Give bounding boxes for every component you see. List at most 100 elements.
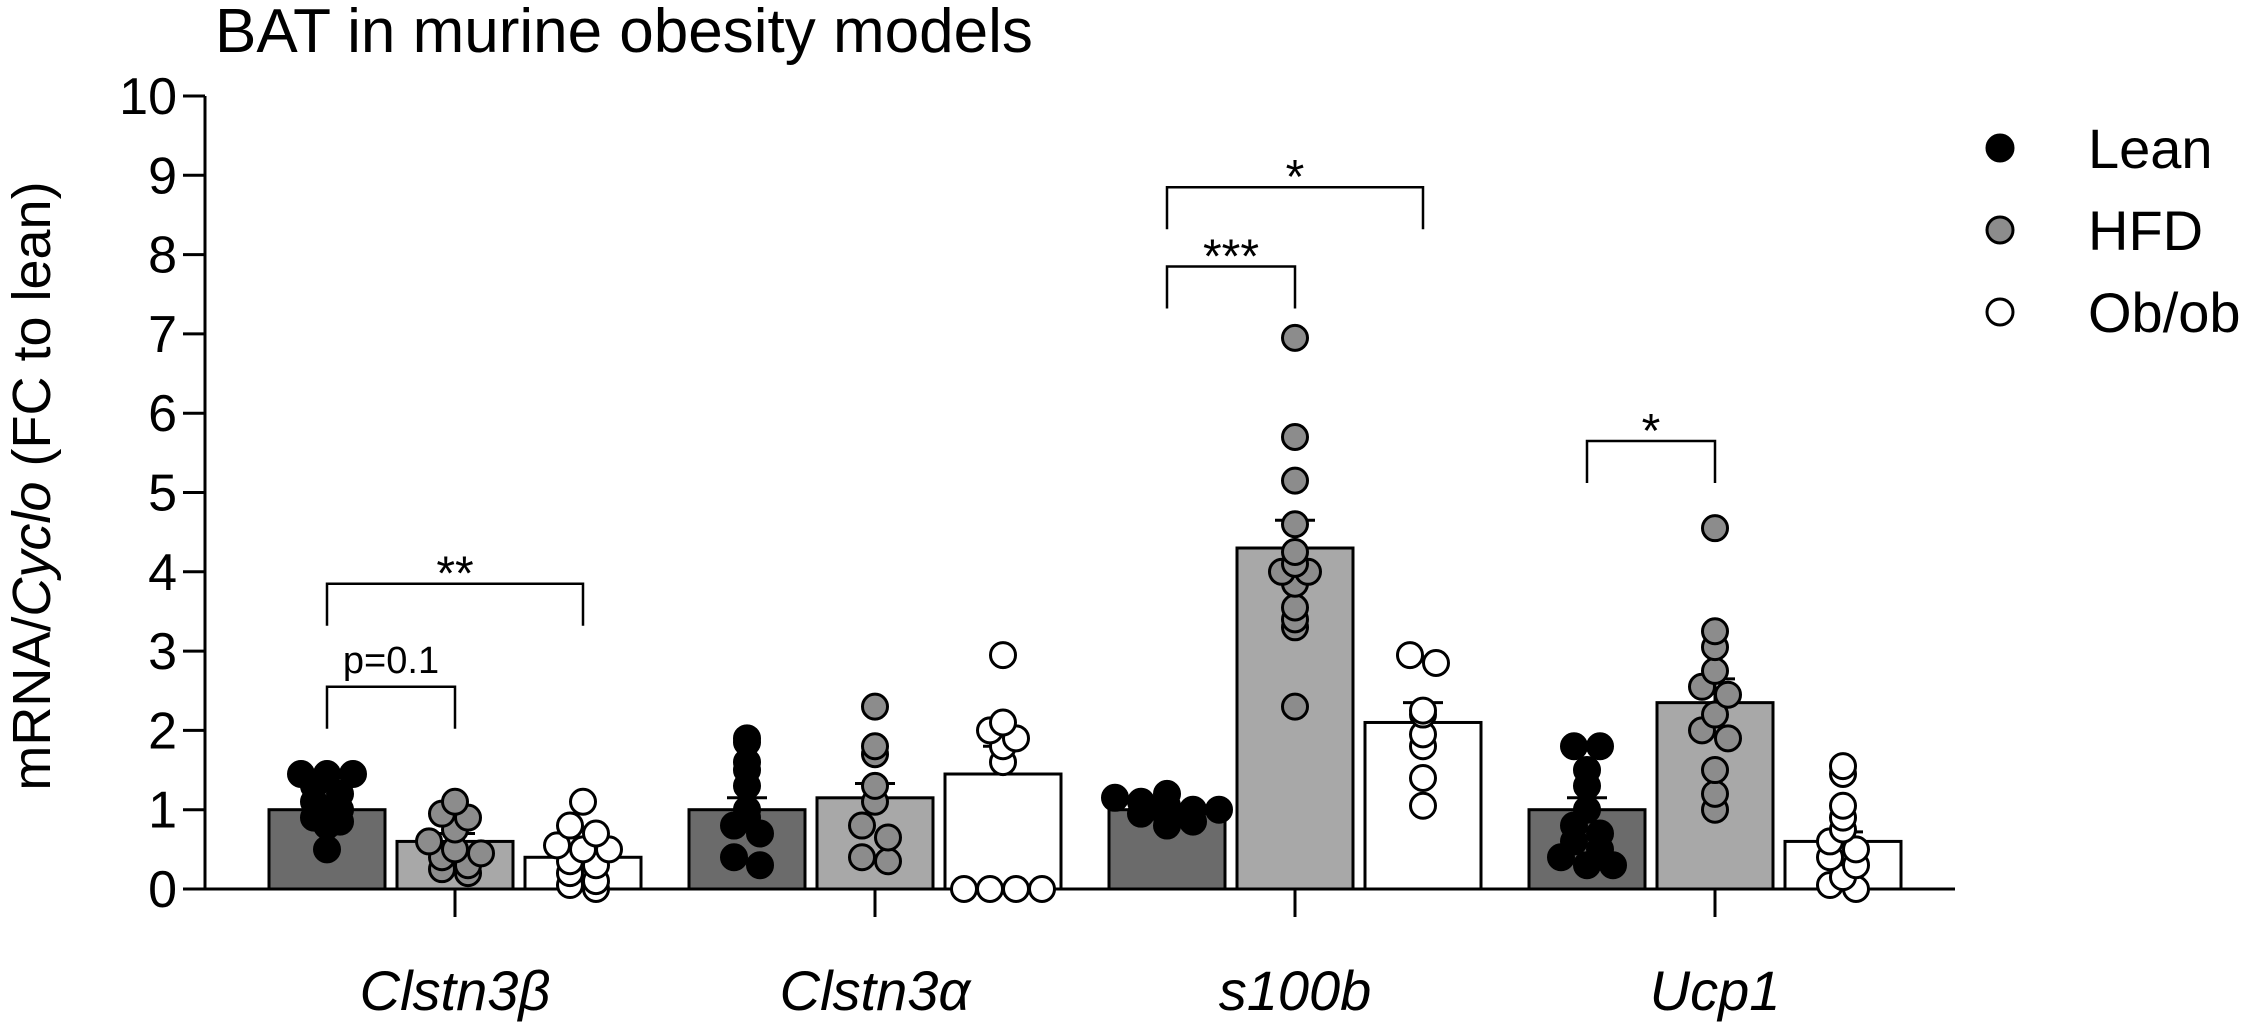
bars (267, 546, 1903, 891)
data-point-lean (1179, 795, 1207, 824)
x-category-label: Clstn3β (360, 959, 551, 1022)
x-category-label: Clstn3α (780, 959, 973, 1022)
legend-marker (1985, 215, 2015, 245)
x-category-label: s100b (1219, 959, 1372, 1022)
y-tick-label: 0 (148, 861, 177, 919)
y-axis: 0 1 2 3 4 5 6 7 8 9 10 (119, 68, 207, 919)
data-point-ob-ob (1422, 648, 1450, 677)
significance-bracket (1165, 265, 1297, 309)
y-tick-label: 9 (148, 147, 177, 205)
data-point-lean (326, 779, 354, 808)
data-point-hfd (1701, 779, 1729, 808)
data-point-lean (1127, 787, 1155, 816)
data-point-ob-ob (582, 819, 610, 848)
data-point-ob-ob (989, 708, 1017, 737)
data-point-lean (720, 843, 748, 872)
legend-label: Ob/ob (2088, 281, 2241, 344)
y-axis-label-italic: Cyclo (2, 482, 62, 617)
data-point-ob-ob (1842, 835, 1870, 864)
data-point-hfd (861, 771, 889, 800)
y-axis-label-prefix: mRNA/ (2, 617, 62, 791)
y-tick-label: 2 (148, 702, 177, 760)
data-point-ob-ob (569, 787, 597, 816)
data-point-ob-ob (1002, 875, 1030, 903)
data-point-hfd (848, 811, 876, 840)
data-point-lean (313, 760, 341, 789)
data-point-hfd (441, 787, 469, 816)
data-point-ob-ob (1409, 763, 1437, 792)
legend-label: Lean (2088, 117, 2213, 180)
y-tick-label: 7 (148, 306, 177, 364)
data-point-lean (733, 724, 761, 753)
y-tick-label: 6 (148, 385, 177, 443)
bar-ob-ob (943, 772, 1063, 891)
data-points (287, 323, 1870, 903)
chart-title: BAT in murine obesity models (215, 0, 1033, 66)
data-point-hfd (1281, 510, 1309, 539)
data-point-ob-ob (556, 811, 584, 840)
data-point-lean (1153, 779, 1181, 808)
data-point-ob-ob (989, 641, 1017, 670)
data-point-hfd (1714, 680, 1742, 709)
significance-bracket (325, 582, 585, 626)
data-point-ob-ob (1409, 791, 1437, 820)
data-point-lean (1205, 795, 1233, 824)
y-tick-label: 10 (119, 68, 177, 126)
data-point-ob-ob (1829, 752, 1857, 781)
significance-label: * (1642, 405, 1661, 458)
data-point-hfd (848, 843, 876, 872)
significance-bracket (325, 685, 457, 729)
y-axis-label: mRNA/Cyclo (FC to lean) (2, 181, 62, 790)
data-point-ob-ob (950, 875, 978, 903)
data-point-hfd (1281, 323, 1309, 352)
significance-label: p=0.1 (343, 640, 439, 682)
error-bars (307, 518, 1863, 858)
y-axis-label-suffix: (FC to lean) (2, 181, 62, 481)
data-point-lean (746, 851, 774, 880)
x-category-label: Ucp1 (1650, 959, 1781, 1022)
legend: Lean HFD Ob/ob (1985, 117, 2241, 344)
significance-label: *** (1203, 230, 1259, 283)
data-point-lean (1586, 819, 1614, 848)
data-point-ob-ob (1028, 875, 1056, 903)
data-point-lean (313, 835, 341, 864)
y-tick-label: 3 (148, 623, 177, 681)
data-point-hfd (1281, 422, 1309, 451)
data-point-hfd (861, 732, 889, 761)
data-point-hfd (1281, 593, 1309, 622)
data-point-ob-ob (543, 831, 571, 860)
legend-label: HFD (2088, 199, 2203, 262)
data-point-lean (1560, 732, 1588, 761)
data-point-hfd (874, 847, 902, 876)
legend-marker (1985, 297, 2015, 327)
significance-bracket (1585, 439, 1717, 483)
data-point-lean (1573, 756, 1601, 785)
data-point-hfd (1701, 617, 1729, 646)
significance-bracket (1165, 185, 1425, 230)
x-axis: Clstn3β Clstn3α s100b Ucp1 (205, 887, 1955, 1022)
legend-marker (1985, 133, 2015, 163)
data-point-hfd (1281, 692, 1309, 721)
y-tick-label: 1 (148, 782, 177, 840)
data-point-hfd (1714, 724, 1742, 753)
data-point-lean (1101, 783, 1129, 812)
data-point-ob-ob (1396, 641, 1424, 670)
data-point-lean (733, 795, 761, 824)
significance-annotations: p=0.1******* (325, 151, 1717, 729)
significance-label: * (1286, 151, 1305, 204)
data-point-hfd (874, 823, 902, 852)
y-tick-label: 8 (148, 227, 177, 285)
data-point-hfd (1701, 514, 1729, 543)
data-point-hfd (1281, 466, 1309, 495)
data-point-hfd (1701, 656, 1729, 685)
data-point-lean (339, 760, 367, 789)
data-point-ob-ob (976, 875, 1004, 903)
data-point-hfd (861, 692, 889, 721)
data-point-hfd (467, 839, 495, 868)
data-point-ob-ob (1409, 696, 1437, 725)
significance-label: ** (436, 548, 473, 601)
data-point-ob-ob (1829, 791, 1857, 820)
bar-lean (687, 808, 807, 891)
data-point-lean (1586, 732, 1614, 761)
